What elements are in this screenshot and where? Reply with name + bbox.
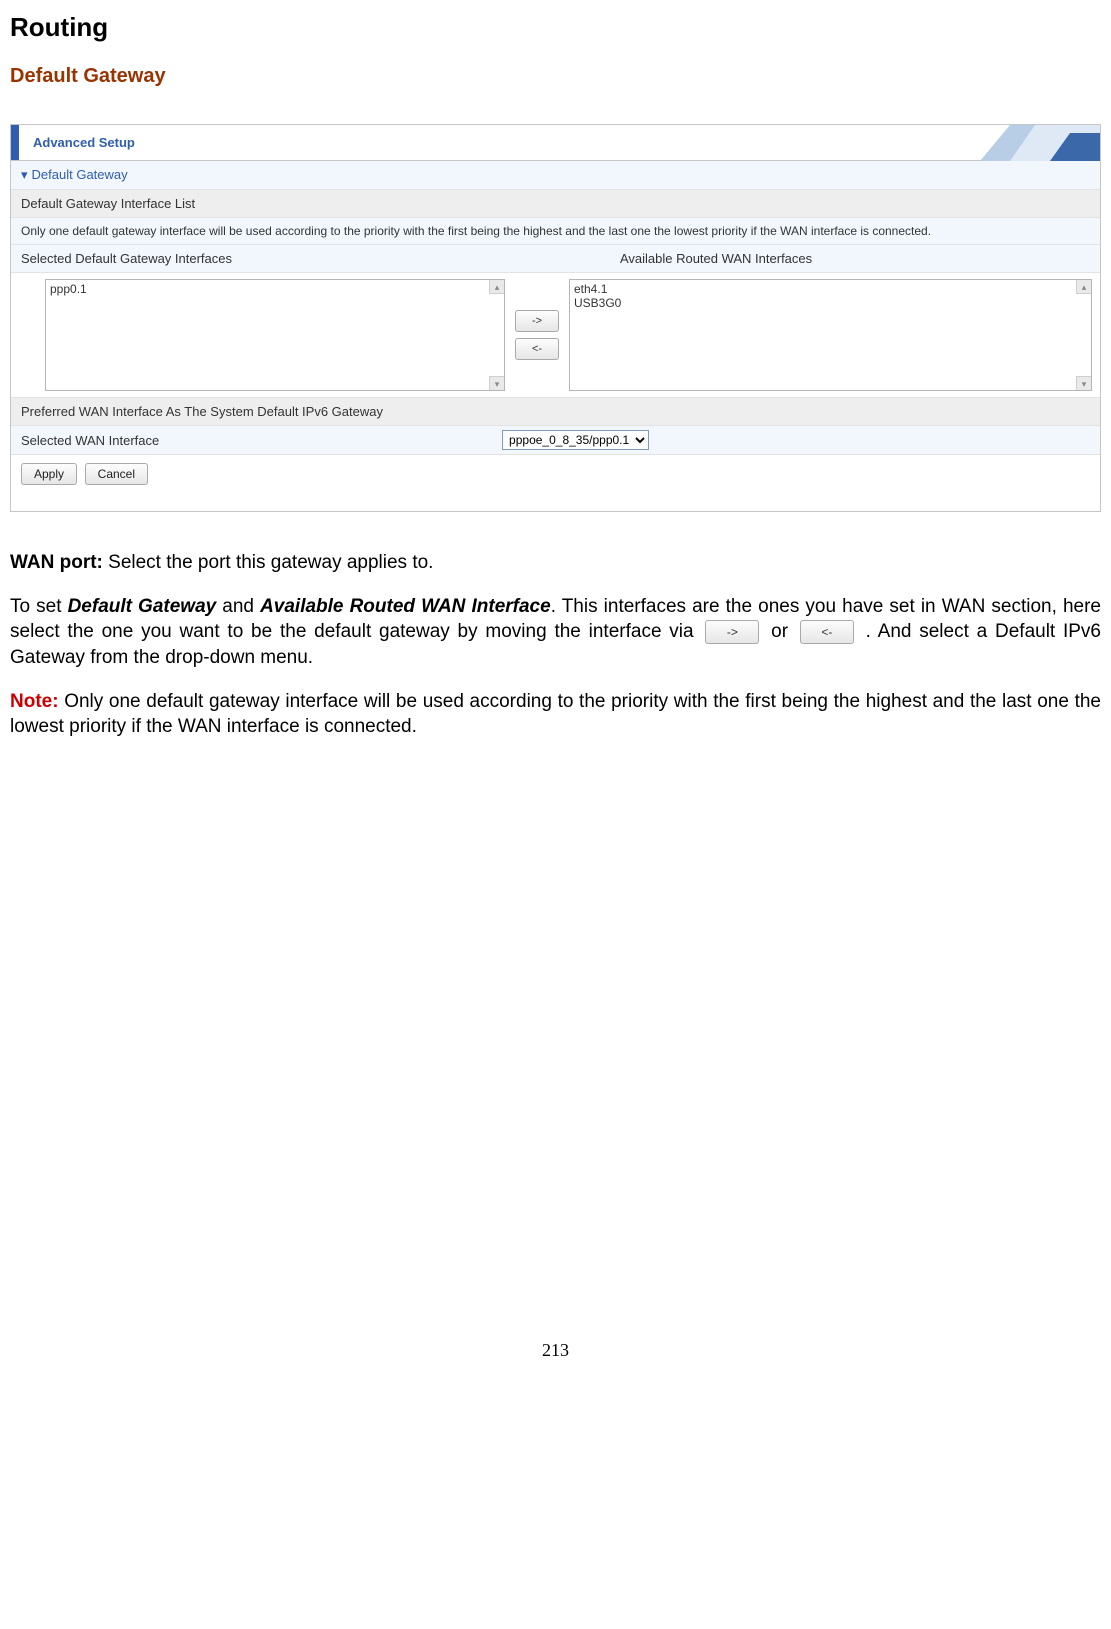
- text: To set: [10, 596, 68, 617]
- note-text: Only one default gateway interface will …: [10, 691, 1101, 738]
- scroll-down-icon[interactable]: ▾: [489, 376, 504, 390]
- text: and: [216, 596, 260, 617]
- tab-indicator: [11, 125, 19, 160]
- wan-interface-select[interactable]: pppoe_0_8_35/ppp0.1: [502, 430, 649, 450]
- note-label: Note:: [10, 691, 59, 712]
- paragraph-instructions: To set Default Gateway and Available Rou…: [10, 594, 1101, 671]
- header-art: [980, 125, 1100, 161]
- move-left-button[interactable]: <-: [515, 338, 559, 360]
- ipv6-title: Preferred WAN Interface As The System De…: [11, 398, 1100, 426]
- priority-note: Only one default gateway interface will …: [11, 218, 1100, 245]
- inline-move-right-icon: ->: [705, 620, 759, 644]
- inline-move-left-icon: <-: [800, 620, 854, 644]
- list-title: Default Gateway Interface List: [11, 190, 1100, 218]
- transfer-buttons: -> <-: [505, 279, 569, 391]
- paragraph-wan-port: WAN port: Select the port this gateway a…: [10, 550, 1101, 576]
- scroll-down-icon[interactable]: ▾: [1076, 376, 1091, 390]
- subsection-header[interactable]: ▾ Default Gateway: [11, 161, 1100, 190]
- term-default-gateway: Default Gateway: [68, 596, 217, 617]
- paragraph-note: Note: Only one default gateway interface…: [10, 689, 1101, 740]
- panel-header: Advanced Setup: [11, 125, 1100, 161]
- list-item[interactable]: eth4.1: [574, 282, 1087, 296]
- wan-select-row: Selected WAN Interface pppoe_0_8_35/ppp0…: [11, 426, 1100, 455]
- list-item[interactable]: USB3G0: [574, 296, 1087, 310]
- cancel-button[interactable]: Cancel: [85, 463, 148, 485]
- selected-header: Selected Default Gateway Interfaces: [11, 245, 610, 272]
- action-buttons: Apply Cancel: [11, 455, 1100, 511]
- page-number: 213: [10, 1340, 1101, 1361]
- available-header: Available Routed WAN Interfaces: [610, 245, 1100, 272]
- wan-port-text: Select the port this gateway applies to.: [103, 552, 434, 573]
- dual-list-headers: Selected Default Gateway Interfaces Avai…: [11, 245, 1100, 273]
- subsection-label: Default Gateway: [32, 167, 128, 182]
- list-item[interactable]: ppp0.1: [50, 282, 500, 296]
- wan-port-label: WAN port:: [10, 552, 103, 573]
- move-right-button[interactable]: ->: [515, 310, 559, 332]
- tab-label[interactable]: Advanced Setup: [19, 125, 149, 160]
- scroll-up-icon[interactable]: ▴: [489, 280, 504, 294]
- wan-label: Selected WAN Interface: [21, 433, 502, 448]
- apply-button[interactable]: Apply: [21, 463, 77, 485]
- text: or: [763, 621, 795, 642]
- section-title: Default Gateway: [10, 65, 1101, 88]
- caret-down-icon: ▾: [21, 167, 28, 182]
- doc-body: WAN port: Select the port this gateway a…: [10, 550, 1101, 740]
- term-available-wan: Available Routed WAN Interface: [260, 596, 551, 617]
- selected-listbox[interactable]: ppp0.1 ▴ ▾: [45, 279, 505, 391]
- config-screenshot: Advanced Setup ▾ Default Gateway Default …: [10, 124, 1101, 512]
- available-listbox[interactable]: eth4.1 USB3G0 ▴ ▾: [569, 279, 1092, 391]
- dual-list-area: ppp0.1 ▴ ▾ -> <- eth4.1 USB3G0 ▴ ▾: [11, 273, 1100, 398]
- scroll-up-icon[interactable]: ▴: [1076, 280, 1091, 294]
- page-title: Routing: [10, 12, 1101, 43]
